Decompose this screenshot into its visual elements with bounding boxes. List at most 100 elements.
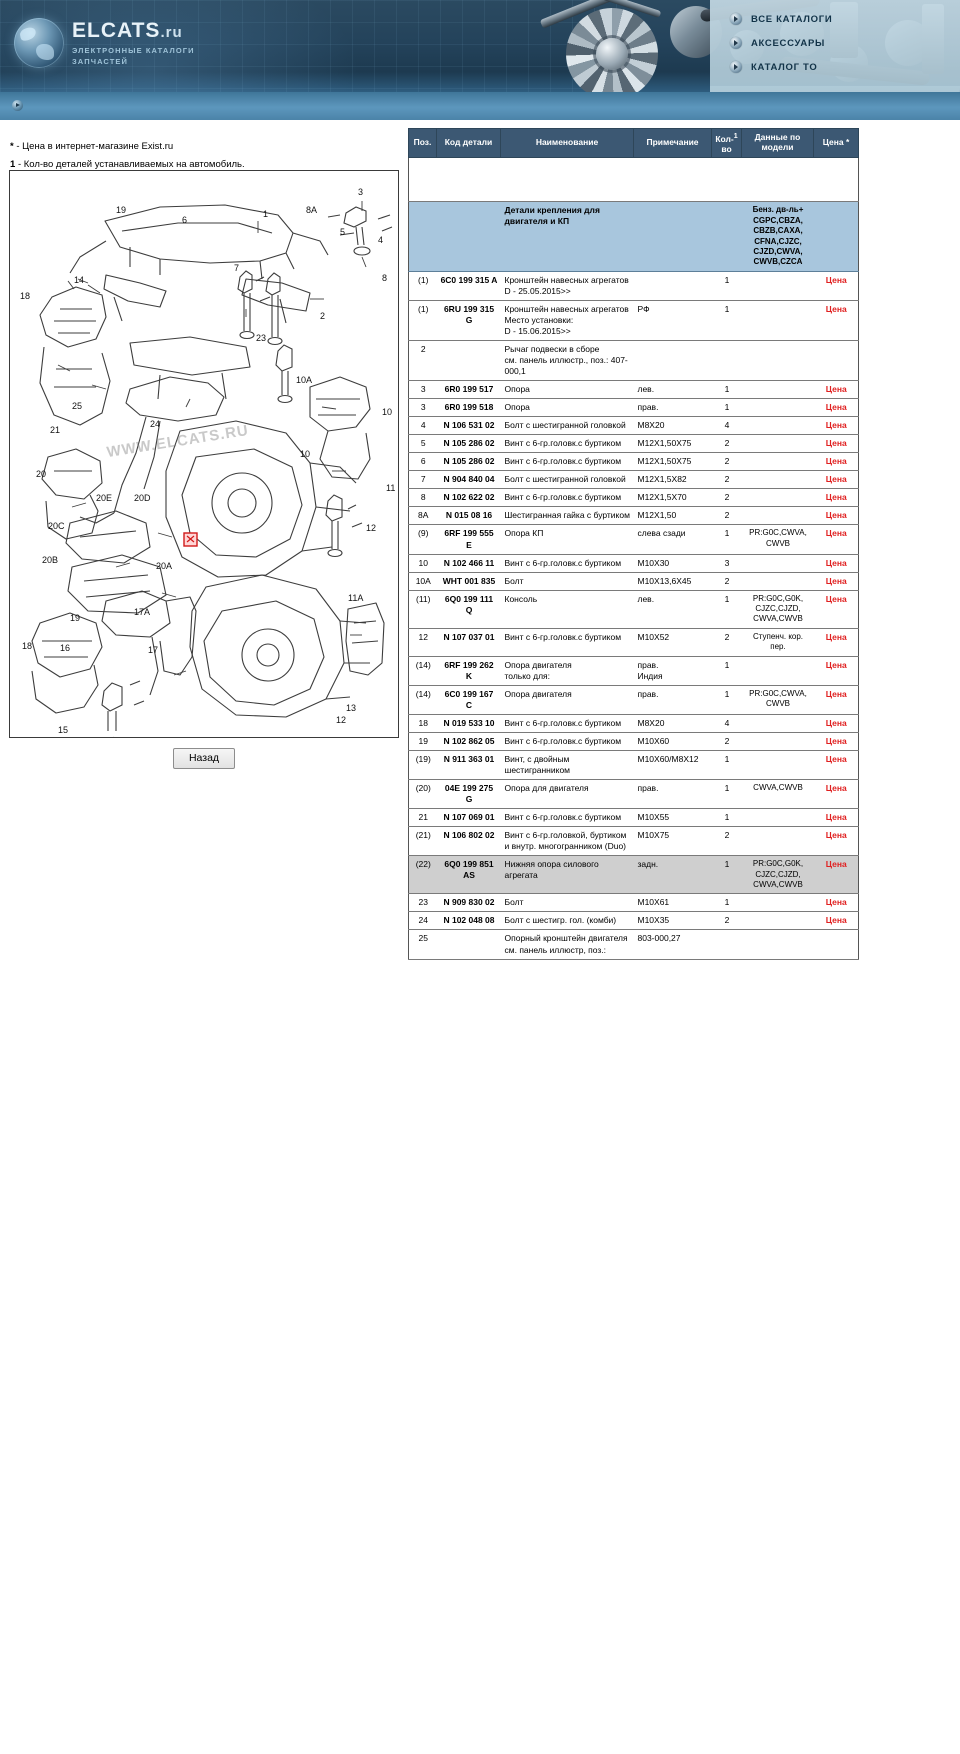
- banner-grid-pattern: [0, 0, 620, 92]
- play-bullet-icon[interactable]: [12, 100, 23, 111]
- cell-price[interactable]: Цена: [813, 911, 859, 931]
- cell-price[interactable]: Цена: [813, 655, 859, 686]
- table-row[interactable]: 23 N 909 830 02 Болт M10X61 1 Цена: [408, 893, 859, 913]
- cell-note: M8X20: [633, 416, 712, 436]
- cell-price[interactable]: Цена: [813, 416, 859, 436]
- cell-price[interactable]: Цена: [813, 524, 859, 555]
- parts-illustration-panel[interactable]: 3 8A 5 4 1 19 14 6 7 8 18 2 23 25 24 10A…: [9, 170, 399, 738]
- cell-price[interactable]: Цена: [813, 589, 859, 629]
- table-row[interactable]: 10A WHT 001 835 Болт M10X13,6X45 2 Цена: [408, 571, 859, 591]
- cell-note: лев.: [633, 589, 712, 629]
- nav-item-all-catalogs[interactable]: ВСЕ КАТАЛОГИ: [730, 10, 832, 28]
- cell-price[interactable]: Цена: [813, 434, 859, 454]
- cell-note: M12X1,5X82: [633, 470, 712, 490]
- spacer-cell: [408, 157, 859, 203]
- table-row[interactable]: (21) N 106 802 02 Винт с 6-гр.головкой, бу…: [408, 826, 859, 857]
- cell-price[interactable]: Цена: [813, 749, 859, 780]
- col-header-model-data[interactable]: Данные по модели: [741, 127, 814, 159]
- cell-note: M10X55: [633, 808, 712, 828]
- cell-price[interactable]: Цена: [813, 380, 859, 400]
- back-button[interactable]: Назад: [173, 748, 235, 769]
- cell-price[interactable]: Цена: [813, 684, 859, 715]
- col-header-quantity[interactable]: Кол-1 во: [711, 127, 742, 159]
- col-header-name[interactable]: Наименование: [500, 127, 634, 159]
- cell-part-code: 6C0 199 167 C: [436, 684, 501, 715]
- table-row[interactable]: (14) 6RF 199 262 K Опора двигателя только д…: [408, 655, 859, 686]
- table-row[interactable]: 21 N 107 069 01 Винт с 6-гр.головк.с бурти…: [408, 808, 859, 828]
- table-row[interactable]: (9) 6RF 199 555 E Опора КП слева сзади 1 PR:G…: [408, 524, 859, 555]
- cell-quantity: 2: [711, 506, 742, 526]
- cell-price[interactable]: [813, 339, 859, 382]
- table-row[interactable]: 19 N 102 862 05 Винт с 6-гр.головк.с бурти…: [408, 731, 859, 751]
- table-row[interactable]: 24 N 102 048 08 Болт с шестигр. гол. (комб…: [408, 911, 859, 931]
- table-row[interactable]: (14) 6C0 199 167 C Опора двигателя прав. 1 PR…: [408, 684, 859, 715]
- cell-price[interactable]: Цена: [813, 893, 859, 913]
- table-row[interactable]: (19) N 911 363 01 Винт, с двойным шестигра…: [408, 749, 859, 780]
- col-header-position[interactable]: Поз.: [408, 127, 437, 159]
- cell-position: (14): [408, 684, 437, 715]
- cell-model-data: [741, 470, 814, 490]
- legend-marker-asterisk: *: [10, 141, 14, 152]
- cell-price[interactable]: Цена: [813, 299, 859, 341]
- table-row[interactable]: (1) 6RU 199 315 G Кронштейн навесных агрег…: [408, 299, 859, 341]
- cell-price[interactable]: Цена: [813, 470, 859, 490]
- table-row[interactable]: (20) 04E 199 275 G Опора для двигателя прав…: [408, 778, 859, 810]
- cell-price[interactable]: Цена: [813, 488, 859, 508]
- cell-name: Шестигранная гайка с буртиком: [500, 506, 634, 526]
- cell-position: 23: [408, 893, 437, 913]
- cell-name: Винт, с двойным шестигранником: [500, 749, 634, 780]
- cell-quantity: 1: [711, 749, 742, 780]
- table-row[interactable]: 12 N 107 037 01 Винт с 6-гр.головк.с бурти…: [408, 627, 859, 657]
- cell-price[interactable]: Цена: [813, 571, 859, 591]
- svg-text:10: 10: [382, 407, 392, 417]
- table-row[interactable]: 8A N 015 08 16 Шестигранная гайка с буртик…: [408, 506, 859, 526]
- nav-item-service-catalog[interactable]: КАТАЛОГ ТО: [730, 58, 817, 76]
- col-header-part-code[interactable]: Код детали: [436, 127, 501, 159]
- table-row[interactable]: 18 N 019 533 10 Винт с 6-гр.головк.с бурти…: [408, 713, 859, 733]
- cell-note: лев.: [633, 380, 712, 400]
- col-header-note[interactable]: Примечание: [633, 127, 712, 159]
- cell-quantity: 2: [711, 571, 742, 591]
- svg-text:24: 24: [150, 419, 160, 429]
- table-row[interactable]: (22) 6Q0 199 851 AS Нижняя опора силового …: [408, 855, 859, 895]
- cell-price[interactable]: Цена: [813, 731, 859, 751]
- cell-name: Винт с 6-гр.головк.с буртиком: [500, 434, 634, 454]
- cell-name: Опорный кронштейн двигателя см. панель ил…: [500, 929, 634, 960]
- cell-price[interactable]: [813, 929, 859, 960]
- table-row[interactable]: 3 6R0 199 517 Опора лев. 1 Цена: [408, 380, 859, 400]
- nav-item-accessories[interactable]: АКСЕССУАРЫ: [730, 34, 825, 52]
- cell-subline: см. панель иллюстр, поз.:: [504, 944, 607, 955]
- cell-model-data: [741, 553, 814, 573]
- cell-price[interactable]: Цена: [813, 452, 859, 472]
- table-row[interactable]: 25 Опорный кронштейн двигателя см. панель …: [408, 929, 859, 960]
- cell-name: Опора двигателя: [500, 684, 634, 715]
- cell-price[interactable]: Цена: [813, 627, 859, 657]
- cell-price[interactable]: Цена: [813, 778, 859, 810]
- table-row[interactable]: 2 Рычаг подвески в сборе см. панель иллюст…: [408, 339, 859, 382]
- col-header-price[interactable]: Цена *: [813, 127, 859, 159]
- table-row[interactable]: (11) 6Q0 199 111 Q Консоль лев. 1 PR:G0C,G0K,…: [408, 589, 859, 629]
- cell-model-data: [741, 929, 814, 960]
- cell-price[interactable]: Цена: [813, 855, 859, 895]
- table-row[interactable]: 10 N 102 466 11 Винт с 6-гр.головк.с бурти…: [408, 553, 859, 573]
- cell-price[interactable]: Цена: [813, 713, 859, 733]
- page-content: * - Цена в интернет-магазине Exist.ru 1 …: [0, 120, 960, 960]
- cell-part-code: 6Q0 199 851 AS: [436, 855, 501, 895]
- cell-price[interactable]: Цена: [813, 808, 859, 828]
- cell-price[interactable]: Цена: [813, 553, 859, 573]
- svg-text:17A: 17A: [134, 607, 150, 617]
- cell-price[interactable]: Цена: [813, 398, 859, 418]
- cell-price[interactable]: Цена: [813, 270, 859, 301]
- cell-model-data: [741, 506, 814, 526]
- cell-price[interactable]: Цена: [813, 826, 859, 857]
- brand-subtitle: ЭЛЕКТРОННЫЕ КАТАЛОГИ ЗАПЧАСТЕЙ: [72, 46, 195, 68]
- cell-price[interactable]: Цена: [813, 506, 859, 526]
- table-row[interactable]: (1) 6C0 199 315 A Кронштейн навесных агрег…: [408, 270, 859, 301]
- table-row[interactable]: 3 6R0 199 518 Опора прав. 1 Цена: [408, 398, 859, 418]
- parts-diagram-svg[interactable]: 3 8A 5 4 1 19 14 6 7 8 18 2 23 25 24 10A…: [10, 171, 398, 737]
